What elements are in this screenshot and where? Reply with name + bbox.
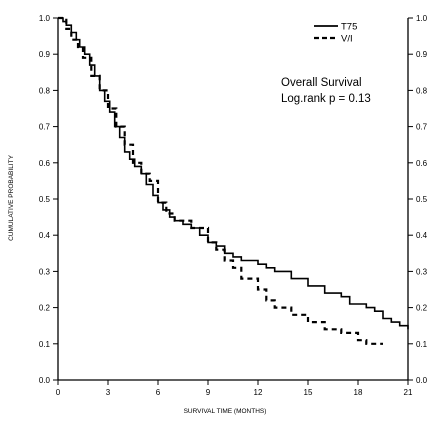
axes: 0.0 0.0 0.1 0.1 0.2 0.2 0.3 0.3 0.4 0.4 0.5 0.5 0.6 0… xyxy=(39,14,428,397)
y-tick-label-right: 0.9 xyxy=(416,50,428,59)
y-tick-label-left: 0.8 xyxy=(39,86,51,95)
y-tick-label-right: 0.4 xyxy=(416,231,428,240)
y-tick-label-right: 0.6 xyxy=(416,159,428,168)
series-line-t75 xyxy=(58,17,409,330)
series-line-vi xyxy=(58,16,383,345)
x-tick-label: 9 xyxy=(206,388,211,397)
y-tick-label-left: 0.4 xyxy=(39,231,51,240)
y-tick-label-left: 0.1 xyxy=(39,340,51,349)
y-tick-label-left: 0.9 xyxy=(39,50,51,59)
y-tick-label-left: 0.6 xyxy=(39,159,51,168)
y-tick-label-left: 1.0 xyxy=(39,14,51,23)
y-tick-label-left: 0.3 xyxy=(39,267,51,276)
y-tick-label-right: 0.8 xyxy=(416,86,428,95)
x-tick-label: 6 xyxy=(156,388,161,397)
legend-label: T75 xyxy=(341,22,357,33)
y-tick-label-left: 0.2 xyxy=(39,304,51,313)
y-tick-label-left: 0.0 xyxy=(39,376,51,385)
annotation-logrank-p: Log.rank p = 0.13 xyxy=(281,93,371,105)
y-tick-label-right: 0.3 xyxy=(416,267,428,276)
x-tick-label: 12 xyxy=(254,388,263,397)
x-tick-label: 21 xyxy=(404,388,413,397)
y-tick-label-right: 0.1 xyxy=(416,340,428,349)
y-tick-label-right: 0.7 xyxy=(416,123,428,132)
y-tick-label-right: 0.0 xyxy=(416,376,428,385)
y-tick-label-left: 0.5 xyxy=(39,195,51,204)
y-tick-label-right: 0.2 xyxy=(416,304,428,313)
x-tick-label: 15 xyxy=(304,388,313,397)
y-tick-label-right: 0.5 xyxy=(416,195,428,204)
x-tick-label: 0 xyxy=(56,388,61,397)
annotation-overall-survival: Overall Survival xyxy=(281,77,362,89)
series-lines xyxy=(58,16,409,345)
x-tick-label: 3 xyxy=(106,388,111,397)
y-tick-label-left: 0.7 xyxy=(39,123,51,132)
y-axis-title: CUMULATIVE PROBABILITY xyxy=(8,154,15,241)
x-axis-title: SURVIVAL TIME (MONTHS) xyxy=(184,408,267,415)
legend-label: V/I xyxy=(341,34,353,45)
x-tick-label: 18 xyxy=(354,388,363,397)
y-tick-label-right: 1.0 xyxy=(416,14,428,23)
